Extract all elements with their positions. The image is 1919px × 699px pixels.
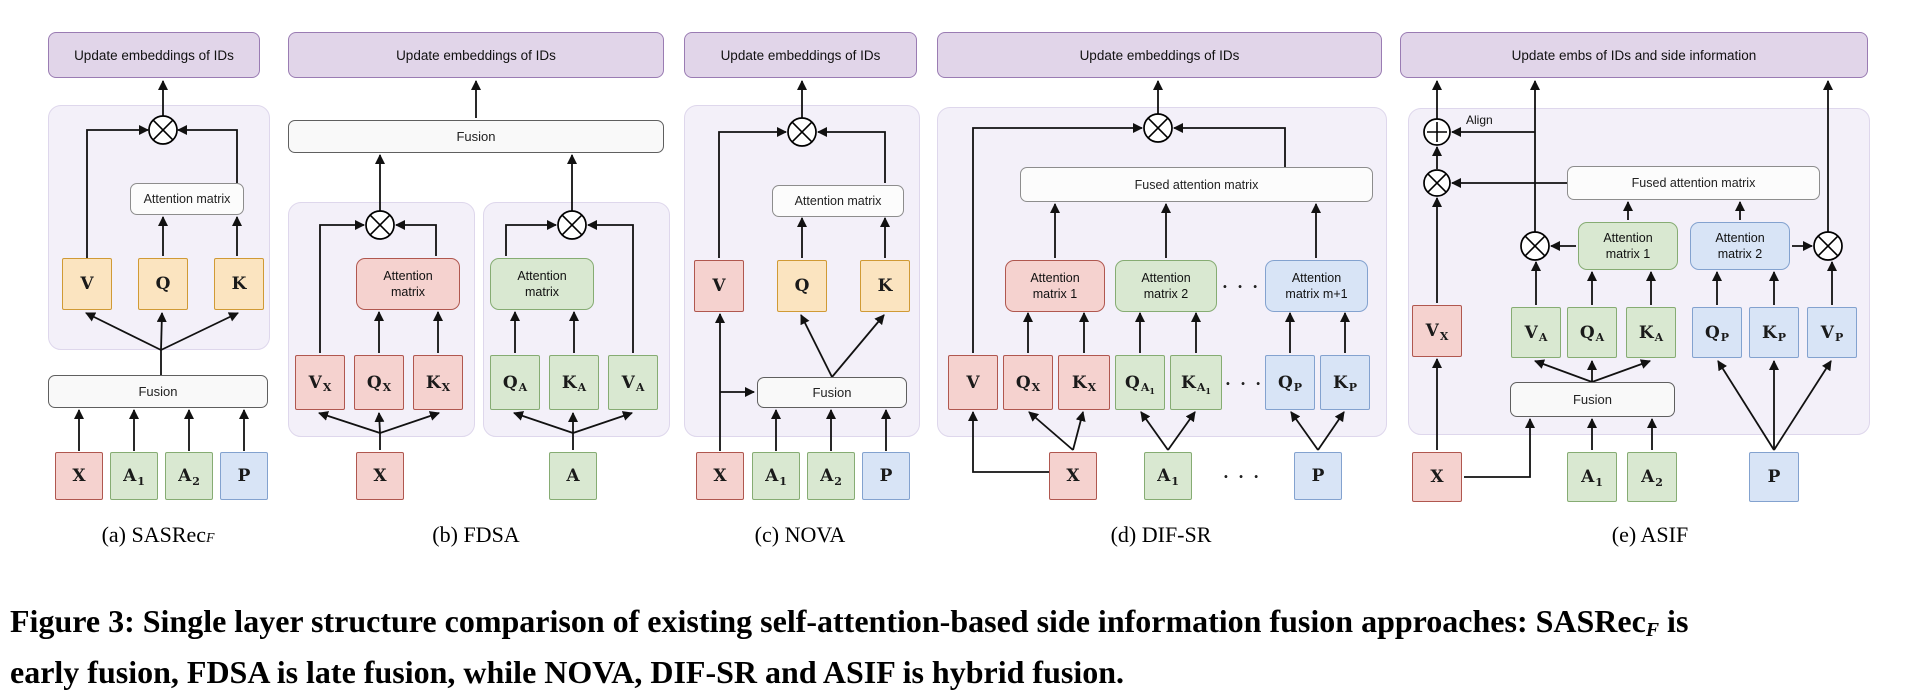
panel-c-input-x: X <box>696 452 744 500</box>
panel-d-fused-attention-matrix-box: Fused attention matrix <box>1020 167 1373 202</box>
panel-d-attention-matrix-m1-box: Attention matrix m+1 <box>1265 260 1368 312</box>
panel-a-v-box: V <box>62 258 112 310</box>
panel-d-attention-matrix-1-box: Attention matrix 1 <box>1005 260 1105 312</box>
panel-e-header: Update embs of IDs and side information <box>1400 32 1868 78</box>
tensor-product-icon <box>1423 169 1451 197</box>
tensor-product-icon <box>148 115 178 145</box>
panel-d-input-x: X <box>1049 452 1097 500</box>
align-label: Align <box>1466 113 1493 127</box>
panel-d-v-box: V <box>948 355 998 410</box>
panel-d-attention-matrix-2-box: Attention matrix 2 <box>1115 260 1217 312</box>
panel-c-input-p: P <box>862 452 910 500</box>
panel-c-q-box: Q <box>777 260 827 312</box>
panel-e-input-x: X <box>1412 452 1462 502</box>
panel-e-attention-matrix-1-box: Attention matrix 1 <box>1578 222 1678 270</box>
panel-c-caption: (c) NOVA <box>754 522 846 547</box>
panel-b-input-a: A <box>549 452 597 500</box>
panel-e-caption: (e) ASIF <box>1611 522 1689 547</box>
panel-c-attention-matrix-box: Attention matrix <box>772 185 904 217</box>
ellipsis: · · · <box>1222 276 1260 296</box>
panel-a-q-box: Q <box>138 258 188 310</box>
panel-d-header: Update embeddings of IDs <box>937 32 1382 78</box>
panel-a-header: Update embeddings of IDs <box>48 32 260 78</box>
panel-a-input-x: X <box>55 452 103 500</box>
tensor-product-icon <box>787 117 817 147</box>
panel-a-k-box: K <box>214 258 264 310</box>
direct-sum-icon <box>1423 118 1451 146</box>
panel-c-fusion-box: Fusion <box>757 377 907 408</box>
tensor-product-icon <box>1520 231 1550 261</box>
panel-b-header: Update embeddings of IDs <box>288 32 664 78</box>
panel-c-k-box: K <box>860 260 910 312</box>
panel-b-attention-matrix-a-box: Attention matrix <box>490 258 594 310</box>
panel-a-input-p: P <box>220 452 268 500</box>
figure-caption: Figure 3: Single layer structure compari… <box>10 603 1689 690</box>
tensor-product-icon <box>365 210 395 240</box>
panel-e-attention-matrix-2-box: Attention matrix 2 <box>1690 222 1790 270</box>
tensor-product-icon <box>1143 113 1173 143</box>
panel-b-fusion-box: Fusion <box>288 120 664 153</box>
panel-c-v-box: V <box>694 260 744 312</box>
tensor-product-icon <box>1813 231 1843 261</box>
panel-e-input-p: P <box>1749 452 1799 502</box>
panel-b-caption: (b) FDSA <box>432 522 520 547</box>
panel-d-caption: (d) DIF-SR <box>1110 522 1212 547</box>
panel-e-fused-attention-matrix-box: Fused attention matrix <box>1567 166 1820 200</box>
ellipsis: · · · <box>1225 373 1263 393</box>
panel-e-fusion-box: Fusion <box>1510 382 1675 417</box>
panel-d-input-p: P <box>1294 452 1342 500</box>
panel-a-caption: (a) SASRec F <box>101 522 215 547</box>
panel-c-header: Update embeddings of IDs <box>684 32 917 78</box>
panel-b-input-x: X <box>356 452 404 500</box>
ellipsis: · · · <box>1223 466 1261 486</box>
panel-e-background <box>1408 108 1870 435</box>
panel-a-attention-matrix-box: Attention matrix <box>130 183 244 215</box>
panel-b-attention-matrix-x-box: Attention matrix <box>356 258 460 310</box>
tensor-product-icon <box>557 210 587 240</box>
panel-a-fusion-box: Fusion <box>48 375 268 408</box>
